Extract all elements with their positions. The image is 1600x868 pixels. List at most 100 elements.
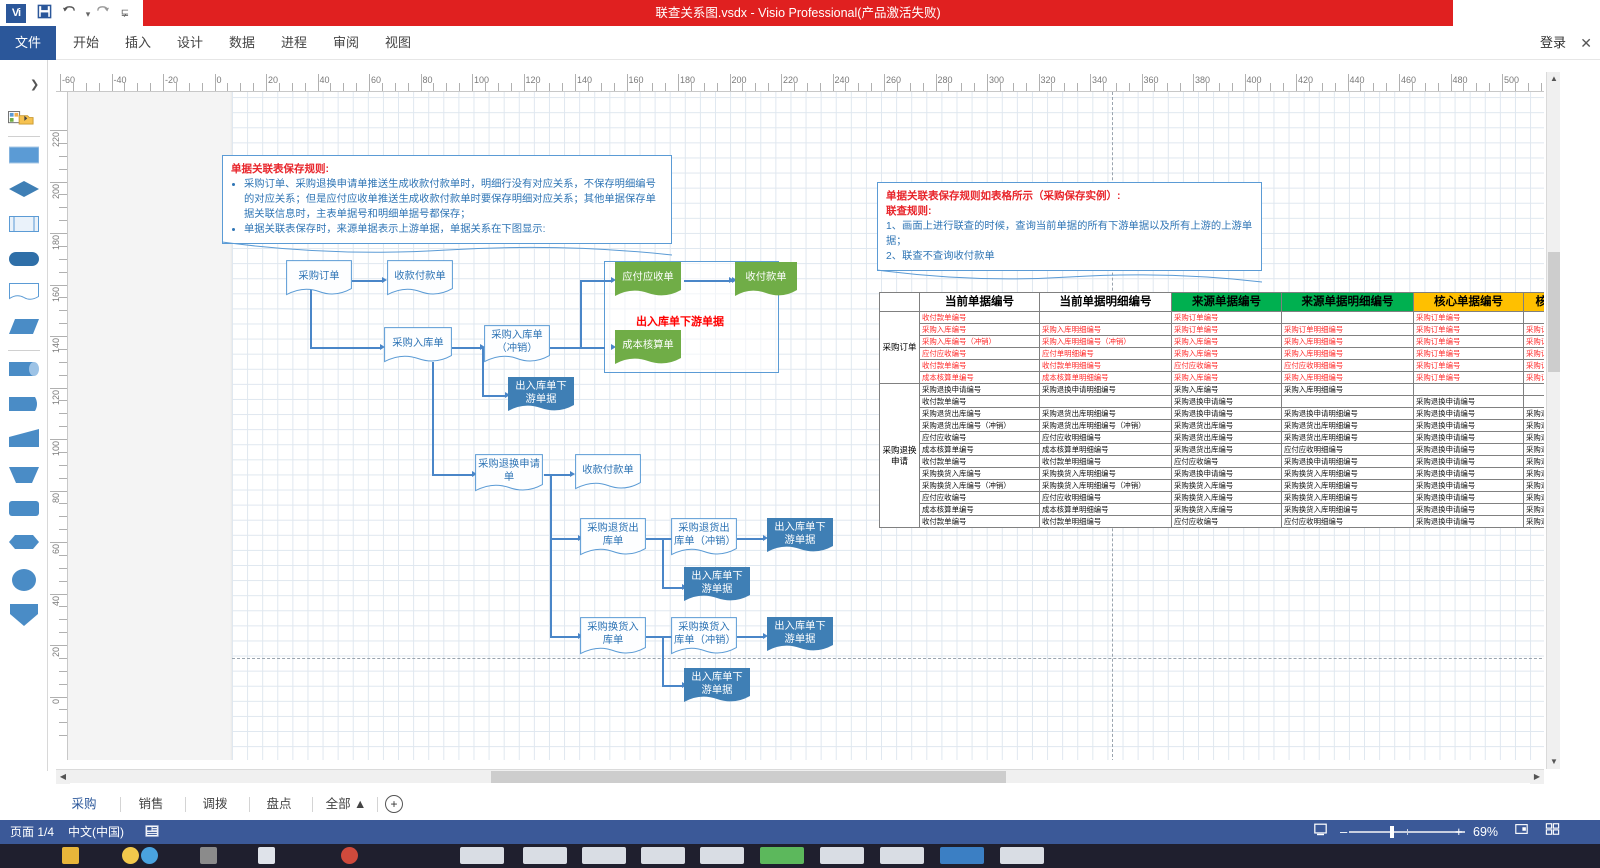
table-cell[interactable]: 采购退换申请明细编号: [1523, 503, 1544, 516]
taskbar-window-5[interactable]: [700, 847, 744, 864]
table-cell[interactable]: 采购退换申请编号: [1413, 395, 1524, 408]
table-cell[interactable]: 收付款单明细编号: [1039, 515, 1172, 528]
shape-process[interactable]: [9, 215, 39, 236]
table-cell[interactable]: 采购退货出库编号: [1171, 419, 1282, 432]
table-cell[interactable]: 采购退换申请编号: [1413, 515, 1524, 528]
full-screen-icon[interactable]: [1545, 820, 1560, 844]
table-row[interactable]: 采购入库编号采购入库明细编号采购订单编号采购订单明细编号采购订单编号采购订单明细…: [880, 323, 1544, 336]
table-cell[interactable]: 成本核算单明细编号: [1039, 503, 1172, 516]
table-row[interactable]: 应付应收编号应付单明细编号采购入库编号采购入库明细编号采购订单编号采购订单明细编…: [880, 347, 1544, 360]
node-downstream-4[interactable]: 出入库单下游单据: [767, 617, 833, 659]
tab-view[interactable]: 视图: [384, 35, 411, 50]
taskbar-window-7[interactable]: [820, 847, 864, 864]
table-cell[interactable]: 采购退货出库编号: [1171, 431, 1282, 444]
table-cell[interactable]: 采购入库明细编号: [1281, 383, 1414, 396]
table-cell[interactable]: 收付款单编号: [919, 395, 1040, 408]
table-row[interactable]: 成本核算单编号 成本核算单明细编号 采购退货出库编号 应付应收明细编号 采购退换申请编号…: [880, 443, 1544, 456]
fit-page-icon[interactable]: [1313, 820, 1328, 844]
node-return-exchange-request[interactable]: 采购退换申请单: [475, 454, 543, 498]
table-cell[interactable]: [1523, 395, 1544, 408]
table-row[interactable]: 采购退换申请 采购退换申请编号 采购退换申请明细编号 采购入库编号 采购入库明细编号: [879, 383, 1544, 528]
note-right[interactable]: 单据关联表保存规则如表格所示（采购保存实例）: 联查规则: 1、画面上进行联查的…: [877, 182, 1262, 283]
table-cell[interactable]: 采购退换申请编号: [1413, 479, 1524, 492]
tab-review[interactable]: 审阅: [332, 35, 359, 50]
node-downstream-5[interactable]: 出入库单下游单据: [684, 668, 750, 710]
table-cell[interactable]: 采购换货入库明细编号（冲销）: [1039, 479, 1172, 492]
table-cell[interactable]: 采购订单编号: [1413, 359, 1524, 372]
table-cell[interactable]: 收付款单编号: [919, 311, 1040, 324]
table-cell[interactable]: 采购换货入库编号（冲销）: [919, 479, 1040, 492]
table-cell[interactable]: 应付应收编号: [1171, 359, 1282, 372]
shape-card[interactable]: [9, 395, 39, 416]
tab-design[interactable]: 设计: [176, 35, 203, 50]
page-tab-stocktake[interactable]: 盘点: [266, 797, 292, 811]
table-cell[interactable]: 采购退换申请明细编号: [1039, 383, 1172, 396]
taskbar-window-10[interactable]: [1000, 847, 1044, 864]
table-cell[interactable]: 采购入库编号: [919, 323, 1040, 336]
shape-rounded-rect[interactable]: [9, 500, 39, 520]
tab-process[interactable]: 进程: [280, 35, 307, 50]
shape-rounded-bar[interactable]: [9, 251, 39, 270]
shape-cylinder[interactable]: [9, 360, 39, 381]
table-cell[interactable]: 采购退换申请编号: [919, 383, 1040, 396]
page-tab-sales[interactable]: 销售: [138, 797, 164, 811]
table-cell[interactable]: 收付款单编号: [919, 455, 1040, 468]
table-cell[interactable]: 采购换货入库明细编号: [1281, 503, 1414, 516]
table-cell[interactable]: 采购退换申请编号: [1171, 467, 1282, 480]
table-cell[interactable]: 采购退换申请编号: [1413, 443, 1524, 456]
shape-hexagon[interactable]: [9, 534, 39, 553]
undo-dropdown-icon[interactable]: ▾: [85, 9, 91, 19]
table-cell[interactable]: 采购退换申请明细编号: [1523, 491, 1544, 504]
node-exchange-inbound-reverse[interactable]: 采购换货入库单（冲销）: [671, 617, 737, 661]
ribbon-close-icon[interactable]: ✕: [1580, 35, 1592, 51]
table-cell[interactable]: 采购订单编号: [1413, 335, 1524, 348]
normal-view-icon[interactable]: [1514, 820, 1529, 844]
taskbar-window-3[interactable]: [582, 847, 626, 864]
taskbar-icon-4[interactable]: [200, 847, 217, 864]
minimize-button[interactable]: —: [1504, 5, 1518, 20]
table-cell[interactable]: 成本核算单编号: [919, 503, 1040, 516]
zoom-slider-knob[interactable]: [1390, 826, 1394, 838]
restore-button[interactable]: ❐: [1539, 5, 1551, 20]
scroll-left-icon[interactable]: ◀: [56, 770, 70, 784]
table-cell[interactable]: 应付应收编号: [1171, 455, 1282, 468]
taskbar-window-6[interactable]: [760, 847, 804, 864]
table-cell[interactable]: 采购入库编号: [1171, 335, 1282, 348]
table-cell[interactable]: 采购退货出库明细编号: [1281, 419, 1414, 432]
zoom-out-button[interactable]: –: [1340, 824, 1348, 839]
taskbar-window-4[interactable]: [641, 847, 685, 864]
table-cell[interactable]: 收付款单明细编号: [1039, 455, 1172, 468]
page-indicator[interactable]: 页面 1/4: [10, 825, 55, 839]
table-cell[interactable]: 收付款单明细编号: [1039, 359, 1172, 372]
note-left[interactable]: 单据关联表保存规则: 采购订单、采购退换申请单推送生成收款付款单时，明细行没有对…: [222, 155, 672, 256]
table-cell[interactable]: 采购退换申请编号: [1171, 407, 1282, 420]
table-cell[interactable]: 采购换货入库明细编号: [1281, 491, 1414, 504]
table-cell[interactable]: [1523, 383, 1544, 396]
table-row[interactable]: 采购入库编号（冲销） 采购入库明细编号（冲销） 采购入库编号 采购入库明细编号 采购订单…: [880, 335, 1544, 348]
table-row[interactable]: 采购退货出库编号 采购退货出库明细编号 采购退换申请编号 采购退换申请明细编号 采购退换…: [880, 407, 1544, 420]
table-cell[interactable]: 采购入库明细编号: [1281, 347, 1414, 360]
shape-trapezoid-right[interactable]: [9, 428, 39, 451]
taskbar-window-2[interactable]: [523, 847, 567, 864]
table-cell[interactable]: 采购订单编号: [1171, 311, 1282, 324]
scroll-up-icon[interactable]: ▲: [1550, 74, 1558, 83]
table-cell[interactable]: 采购退换申请编号: [1413, 455, 1524, 468]
node-exchange-inbound[interactable]: 采购换货入库单: [580, 617, 646, 661]
table-cell[interactable]: 收付款单编号: [919, 515, 1040, 528]
zoom-in-button[interactable]: +: [1455, 824, 1463, 839]
table-row[interactable]: 收付款单编号收付款单明细编号应付应收编号应付应收明细编号采购订单编号采购订单明细…: [880, 359, 1544, 372]
node-receipt-payment[interactable]: 收款付款单: [387, 260, 453, 302]
table-cell[interactable]: 采购退换申请明细编号: [1523, 407, 1544, 420]
table-cell[interactable]: 采购退货出库编号: [919, 407, 1040, 420]
table-cell[interactable]: [1039, 311, 1172, 324]
table-cell[interactable]: 采购换货入库编号: [1171, 503, 1282, 516]
table-cell[interactable]: 采购换货入库明细编号: [1281, 479, 1414, 492]
drawing-canvas[interactable]: 单据关联表保存规则: 采购订单、采购退换申请单推送生成收款付款单时，明细行没有对…: [68, 92, 1544, 760]
vertical-scroll-thumb[interactable]: [1548, 252, 1560, 372]
macro-icon[interactable]: [145, 820, 159, 844]
zoom-slider[interactable]: [1349, 826, 1465, 838]
table-cell[interactable]: 采购入库明细编号（冲销）: [1039, 335, 1172, 348]
table-cell[interactable]: 应付单明细编号: [1039, 347, 1172, 360]
drawing-page[interactable]: 单据关联表保存规则: 采购订单、采购退换申请单推送生成收款付款单时，明细行没有对…: [222, 92, 1544, 760]
shape-rectangle[interactable]: [8, 146, 40, 167]
